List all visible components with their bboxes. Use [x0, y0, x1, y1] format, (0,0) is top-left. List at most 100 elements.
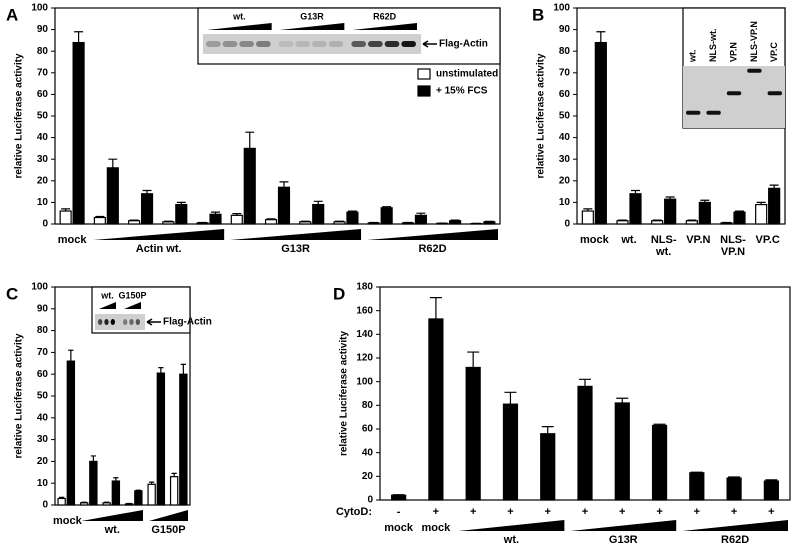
y-tick-label: 60: [559, 89, 571, 100]
group-label: wt.: [503, 534, 520, 546]
y-tick-label: 10: [37, 197, 49, 208]
x-tick-label: wt.: [621, 234, 637, 246]
x-tick-label-2: mock: [421, 522, 451, 534]
blot-band: [222, 41, 238, 47]
bar: [651, 220, 664, 225]
bar: [391, 494, 407, 501]
panel-label: B: [532, 5, 544, 24]
error-bar: [382, 206, 392, 208]
blot-band: [110, 319, 115, 325]
y-tick-label: 0: [564, 219, 570, 230]
y-tick-label: 50: [37, 111, 49, 122]
dose-wedge: [352, 23, 417, 30]
dose-wedge: [570, 520, 677, 531]
dose-wedge: [149, 510, 188, 521]
error-bar: [180, 363, 186, 375]
bar: [685, 220, 698, 225]
group-label: R62D: [418, 243, 447, 255]
error-bar: [171, 472, 177, 477]
error-bar: [335, 220, 344, 222]
dose-wedge: [367, 229, 498, 240]
error-bar: [450, 219, 460, 221]
error-bar: [756, 201, 766, 205]
error-bar: [765, 479, 778, 482]
dose-wedge: [99, 302, 116, 309]
y-tick-label: 30: [559, 154, 571, 165]
y-tick-label: 180: [356, 282, 373, 293]
error-bar: [467, 351, 480, 368]
legend-swatch: [417, 68, 431, 80]
blot-band: [351, 41, 366, 47]
x-tick-label: +: [469, 506, 477, 518]
y-axis-label: relative Luciferase activity: [14, 53, 25, 179]
lane-label: VP.N: [728, 42, 738, 62]
error-bar: [211, 211, 220, 215]
error-bar: [129, 219, 139, 221]
error-bar: [583, 208, 593, 212]
group-label: G13R: [608, 534, 638, 546]
legend-label: + 15% FCS: [436, 86, 488, 97]
y-tick-label: 80: [559, 46, 571, 57]
bar: [763, 480, 779, 501]
y-axis-label: relative Luciferase activity: [536, 53, 547, 179]
error-bar: [90, 455, 96, 462]
y-tick-label: 50: [559, 111, 571, 122]
x-tick-label: mock: [579, 234, 609, 246]
bar: [59, 210, 72, 225]
y-tick-label: 0: [42, 500, 48, 511]
bar: [134, 490, 143, 506]
error-bar: [266, 218, 276, 220]
y-tick-label: 0: [367, 495, 373, 506]
x-tick-label: NLS-wt.: [650, 234, 677, 258]
bar: [577, 385, 593, 501]
blot-band: [123, 319, 128, 325]
y-tick-label: 90: [559, 24, 571, 35]
bar: [147, 483, 156, 506]
error-bar: [728, 476, 741, 479]
marker-arrow: [146, 318, 161, 326]
y-tick-label: 60: [37, 89, 49, 100]
bar: [346, 211, 359, 225]
bar: [689, 472, 705, 501]
lane-label: VP.C: [769, 42, 779, 62]
error-bar: [113, 477, 119, 482]
y-tick-label: 60: [37, 369, 49, 380]
y-tick-label: 40: [362, 447, 374, 458]
lane-label: G150P: [118, 290, 146, 300]
blot-band: [278, 41, 294, 47]
error-bar: [653, 423, 666, 426]
blot-band: [135, 319, 140, 325]
blot-band: [384, 41, 400, 47]
x-tick-label: VP.N: [686, 234, 711, 246]
x-tick-label: mock: [57, 234, 87, 246]
error-bar: [416, 212, 426, 216]
error-bar: [769, 184, 779, 189]
error-bar: [74, 31, 84, 43]
x-tick-label: +: [693, 506, 701, 518]
lane-label: NLS-VP.N: [749, 21, 759, 62]
y-tick-label: 100: [356, 376, 373, 387]
bar: [93, 216, 106, 225]
lane-label: NLS-wt.: [708, 29, 718, 63]
dose-wedge: [207, 23, 272, 30]
dose-wedge: [93, 229, 225, 240]
group-label: G150P: [151, 524, 186, 536]
y-axis-label: relative Luciferase activity: [339, 331, 350, 457]
group-label: G13R: [281, 243, 310, 255]
bar: [614, 402, 630, 501]
error-bar: [104, 501, 110, 503]
row-label: CytoD:: [336, 506, 372, 518]
error-bar: [652, 219, 662, 221]
lane-label: wt.: [100, 290, 114, 300]
bar: [89, 460, 98, 506]
x-tick-label: +: [507, 506, 514, 518]
y-tick-label: 30: [37, 434, 49, 445]
bar: [66, 360, 76, 506]
blot-band: [328, 41, 344, 47]
y-tick-label: 20: [362, 471, 374, 482]
bar: [414, 214, 427, 225]
error-bar: [108, 158, 118, 168]
x-tick-label: VP.C: [755, 234, 780, 246]
error-bar: [579, 378, 591, 387]
